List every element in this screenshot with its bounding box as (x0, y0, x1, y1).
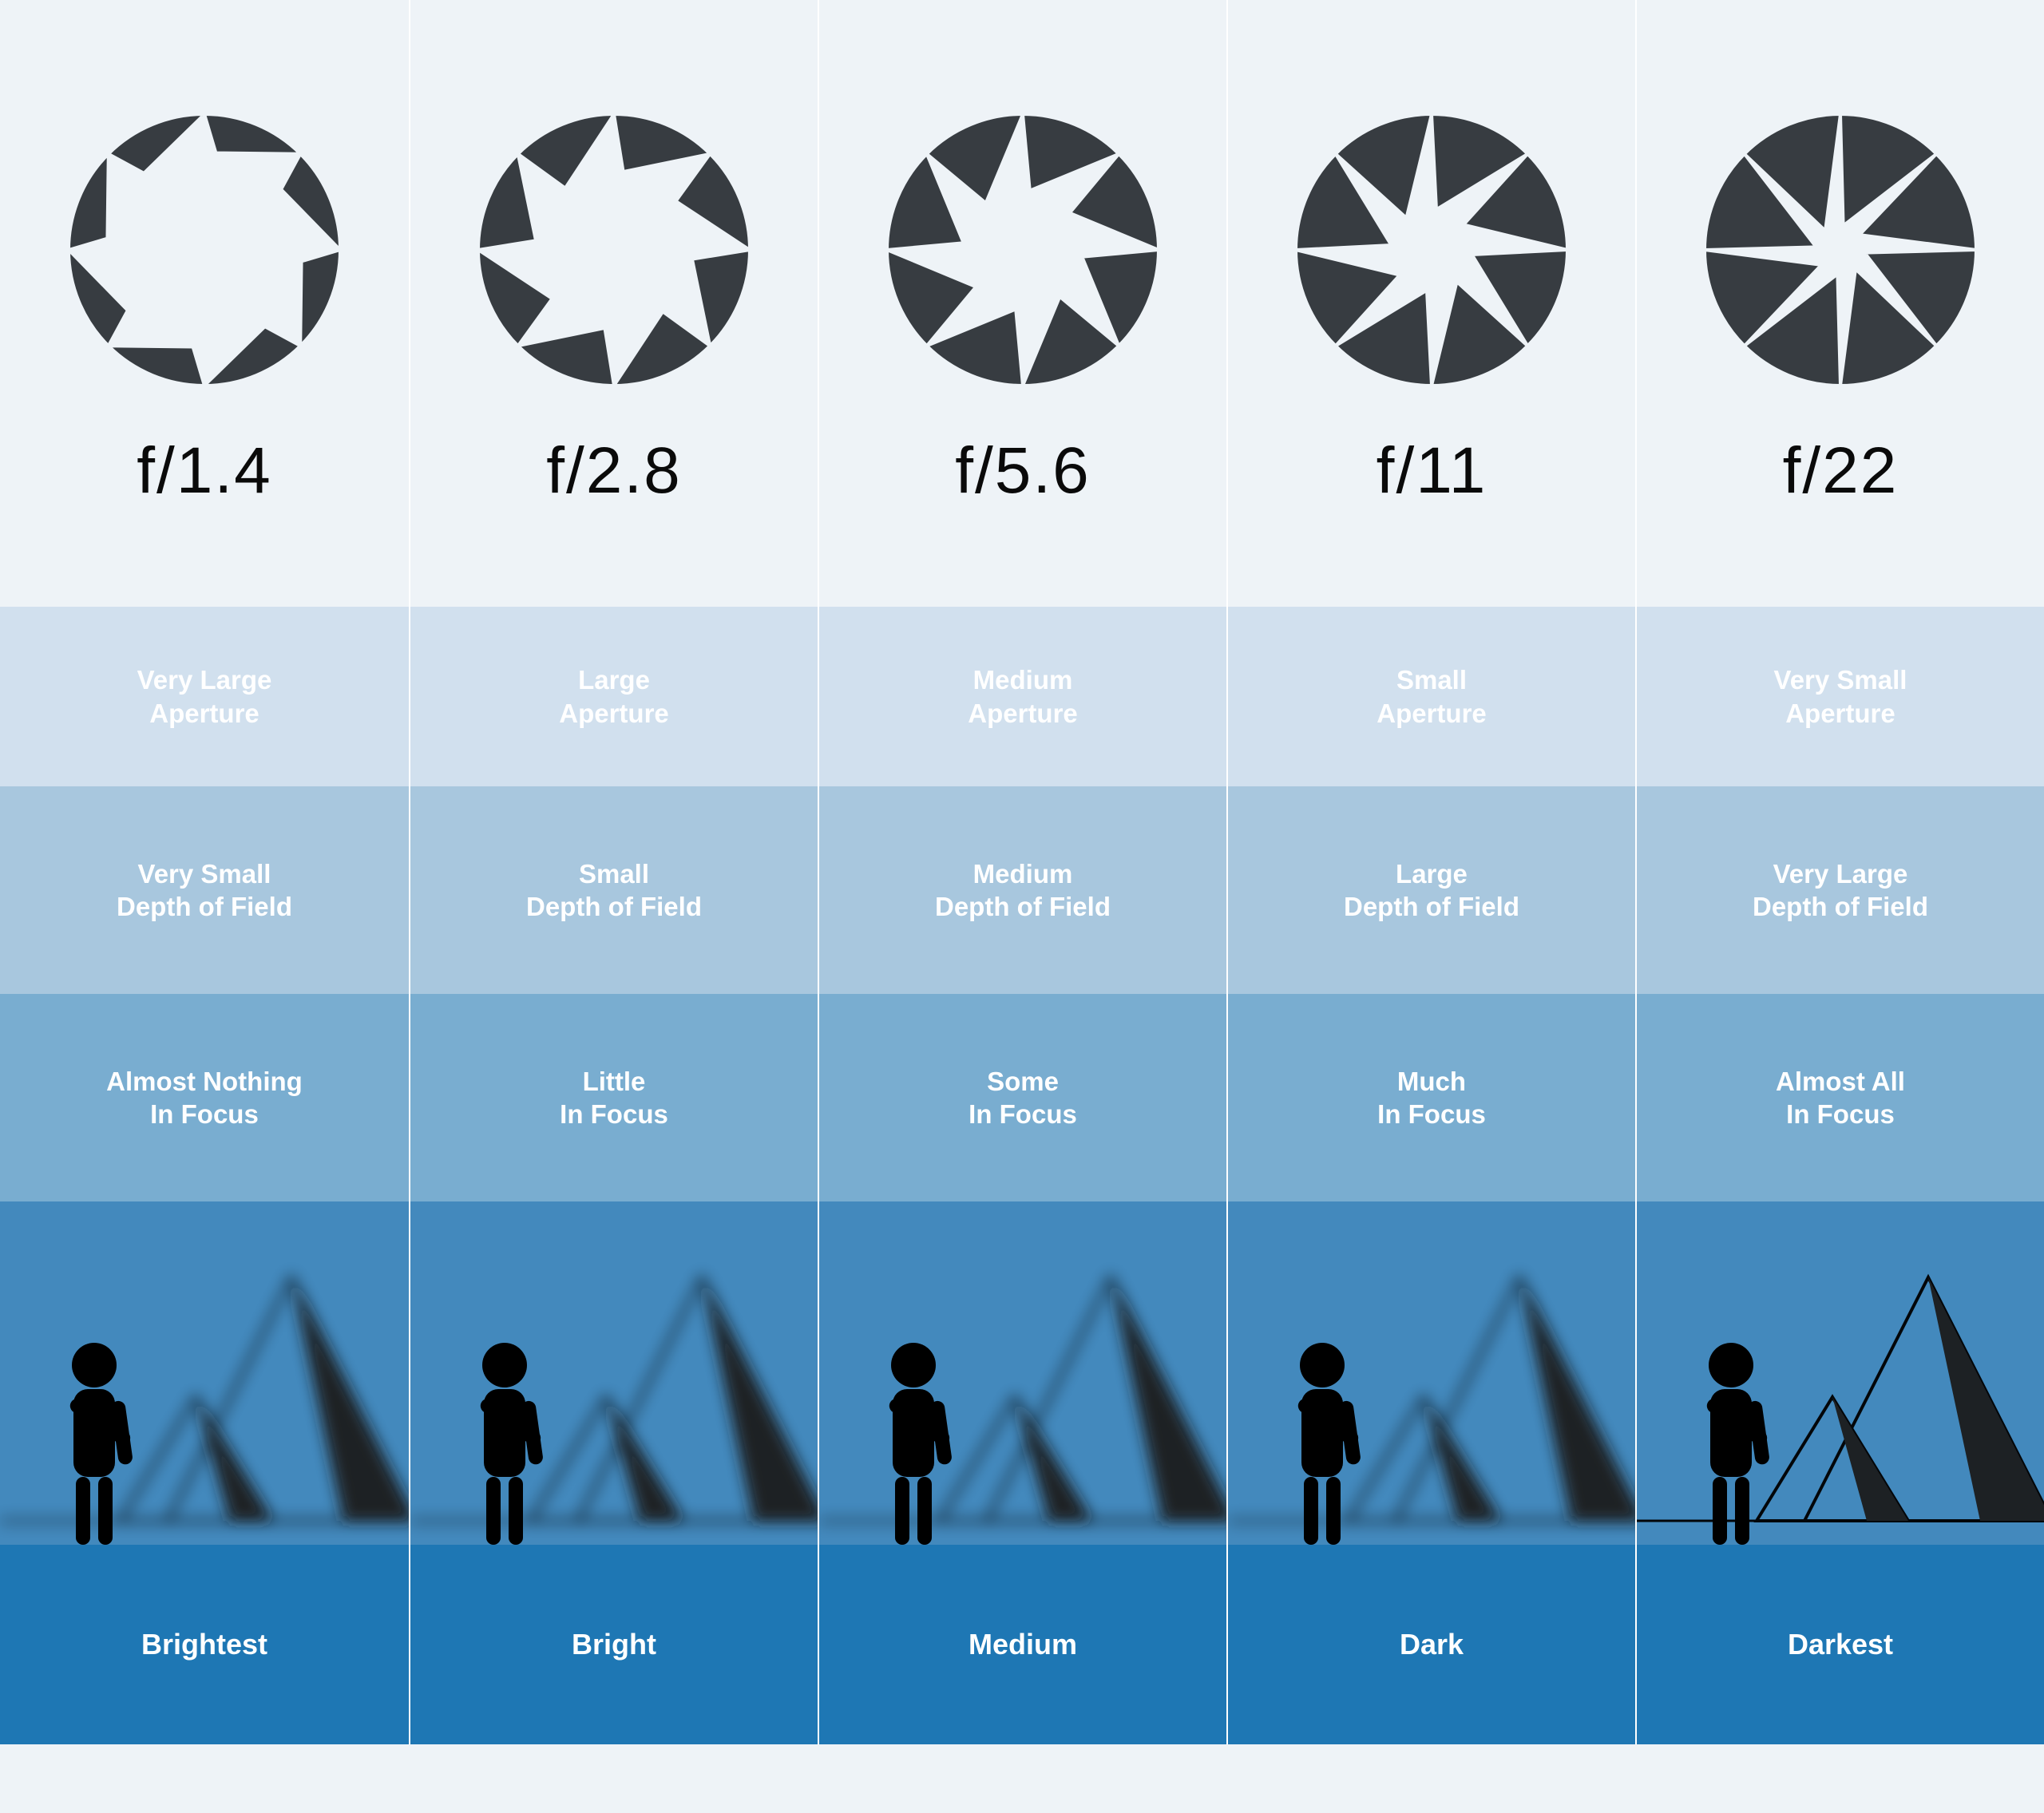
fstop-label: f/11 (1377, 433, 1487, 509)
depth-of-field-cell: Very Small Depth of Field (0, 786, 409, 994)
depth-of-field-cell: Large Depth of Field (1226, 786, 1635, 994)
aperture-cell: f/2.8 (409, 0, 818, 607)
brightness-label: Bright (572, 1628, 656, 1661)
aperture-icon (1288, 106, 1575, 394)
scene-cell (1635, 1201, 2044, 1545)
depth-of-field-cell: Medium Depth of Field (818, 786, 1226, 994)
brightness-cell: Darkest (1635, 1545, 2044, 1744)
aperture-size-cell: Small Aperture (1226, 607, 1635, 786)
in-focus-label: Much In Focus (1373, 1060, 1491, 1136)
aperture-size-cell: Very Large Aperture (0, 607, 409, 786)
aperture-cell: f/5.6 (818, 0, 1226, 607)
fstop-label: f/1.4 (137, 433, 272, 509)
brightness-label: Brightest (141, 1628, 267, 1661)
depth-of-field-label: Very Large Depth of Field (1748, 853, 1933, 928)
aperture-icon (1697, 106, 1984, 394)
brightness-cell: Dark (1226, 1545, 1635, 1744)
depth-of-field-label: Large Depth of Field (1339, 853, 1524, 928)
aperture-cell: f/22 (1635, 0, 2044, 607)
brightness-label: Darkest (1788, 1628, 1893, 1661)
aperture-cell: f/1.4 (0, 0, 409, 607)
aperture-size-cell: Large Aperture (409, 607, 818, 786)
in-focus-label: Some In Focus (964, 1060, 1082, 1136)
in-focus-cell: Some In Focus (818, 994, 1226, 1201)
aperture-icon (61, 106, 348, 394)
aperture-cell: f/11 (1226, 0, 1635, 607)
aperture-size-cell: Very Small Aperture (1635, 607, 2044, 786)
in-focus-cell: Almost Nothing In Focus (0, 994, 409, 1201)
scene-cell (1226, 1201, 1635, 1545)
aperture-icon (879, 106, 1167, 394)
depth-of-field-label: Very Small Depth of Field (112, 853, 297, 928)
aperture-size-label: Very Small Aperture (1769, 659, 1912, 734)
fstop-label: f/2.8 (546, 433, 682, 509)
fstop-label: f/22 (1783, 433, 1899, 509)
in-focus-label: Almost Nothing In Focus (101, 1060, 307, 1136)
aperture-size-label: Medium Aperture (963, 659, 1083, 734)
fstop-label: f/5.6 (955, 433, 1091, 509)
aperture-size-label: Small Aperture (1372, 659, 1491, 734)
scene-cell (409, 1201, 818, 1545)
brightness-label: Medium (969, 1628, 1077, 1661)
aperture-size-label: Very Large Aperture (133, 659, 277, 734)
scene-cell (818, 1201, 1226, 1545)
brightness-cell: Brightest (0, 1545, 409, 1744)
in-focus-cell: Little In Focus (409, 994, 818, 1201)
aperture-infographic: f/1.4 f/2.8 f/5.6 f/11 f/22 Very Large A… (0, 0, 2044, 1744)
depth-of-field-cell: Small Depth of Field (409, 786, 818, 994)
in-focus-cell: Much In Focus (1226, 994, 1635, 1201)
depth-of-field-label: Small Depth of Field (521, 853, 707, 928)
in-focus-label: Almost All In Focus (1771, 1060, 1910, 1136)
aperture-icon (470, 106, 758, 394)
depth-of-field-label: Medium Depth of Field (930, 853, 1115, 928)
depth-of-field-cell: Very Large Depth of Field (1635, 786, 2044, 994)
aperture-size-label: Large Aperture (554, 659, 674, 734)
in-focus-label: Little In Focus (555, 1060, 673, 1136)
brightness-cell: Bright (409, 1545, 818, 1744)
scene-cell (0, 1201, 409, 1545)
brightness-label: Dark (1400, 1628, 1464, 1661)
in-focus-cell: Almost All In Focus (1635, 994, 2044, 1201)
aperture-size-cell: Medium Aperture (818, 607, 1226, 786)
brightness-cell: Medium (818, 1545, 1226, 1744)
